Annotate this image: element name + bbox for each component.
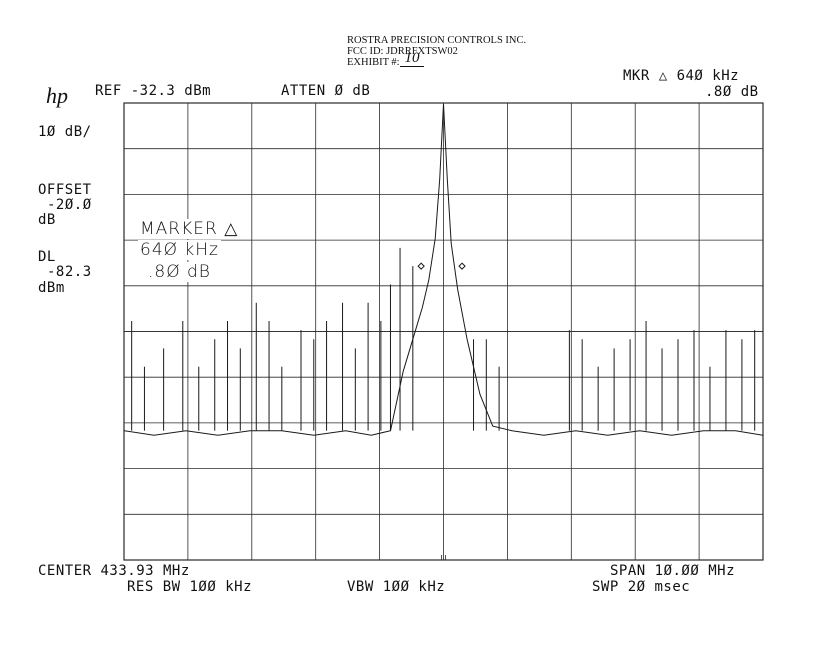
marker-readout-freq: MKR △ 64Ø kHz [623,68,740,84]
hp-logo: hp [46,83,68,108]
marker-box-level: .8Ø dB [146,262,213,282]
offset-unit: dB [38,212,56,228]
offset-value: -2Ø.Ø [47,197,92,213]
marker-diamond [458,262,466,270]
display-line-label: DL [38,249,56,265]
ref-level: REF -32.3 dBm [95,83,212,99]
center-frequency: CENTER 433.93 MHz [38,563,190,579]
frequency-span: SPAN 1Ø.ØØ MHz [610,563,736,579]
exhibit-number: 10 [400,51,424,67]
display-line-value: -82.3 [47,264,92,280]
sweep-time: SWP 2Ø msec [592,579,691,595]
marker-box-freq: 64Ø kHz [138,240,221,260]
display-line-unit: dBm [38,280,65,296]
marker-box-title: MARKER △ [138,219,241,239]
plot-grid [123,102,764,561]
exhibit-company: ROSTRA PRECISION CONTROLS INC. [347,35,527,46]
offset-label: OFFSET [38,182,92,198]
video-bandwidth: VBW 1ØØ kHz [347,579,446,595]
resolution-bandwidth: RES BW 1ØØ kHz [127,579,253,595]
exhibit-prefix: EXHIBIT #: [347,57,400,68]
attenuation: ATTEN Ø dB [281,83,371,99]
delta-markers [417,262,466,270]
marker-diamond [417,262,425,270]
spectrum-trace [123,103,764,436]
exhibit-fcc-id: FCC ID: JDRRFXTSW02 [347,46,458,57]
marker-readout-level: .8Ø dB [705,84,759,100]
spur-lines [131,247,756,431]
scale-per-div: 1Ø dB/ [38,124,92,140]
